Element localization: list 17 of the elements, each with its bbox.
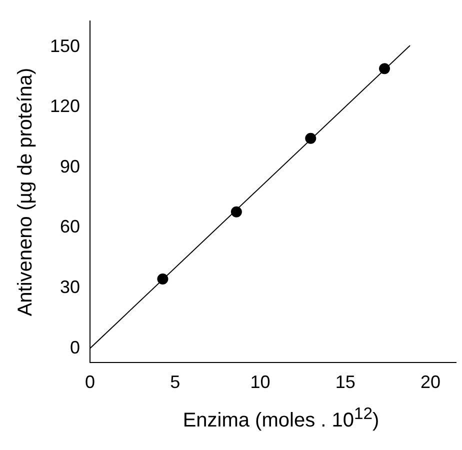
point bbox=[305, 132, 316, 144]
y-tick-label: 30 bbox=[60, 277, 80, 298]
y-tick-label: 150 bbox=[50, 36, 80, 56]
y-tick-label: 120 bbox=[50, 96, 80, 116]
x-tick-label: 20 bbox=[420, 372, 440, 392]
y-tick-label: 90 bbox=[60, 156, 80, 176]
x-tick-label: 5 bbox=[170, 372, 180, 392]
y-tick-label: 60 bbox=[60, 216, 80, 237]
y-axis-title: Antiveneno (µg de proteína) bbox=[14, 68, 38, 316]
x-tick-label: 15 bbox=[335, 372, 356, 392]
x-tick-label: 10 bbox=[250, 372, 270, 392]
point bbox=[157, 274, 168, 285]
y-tick-label: 0 bbox=[70, 337, 80, 358]
x-axis-title: Enzima (moles . 10$^{12}$) bbox=[182, 404, 380, 433]
point bbox=[230, 206, 242, 218]
x-tick-label: 0 bbox=[85, 372, 96, 392]
point bbox=[379, 63, 390, 74]
